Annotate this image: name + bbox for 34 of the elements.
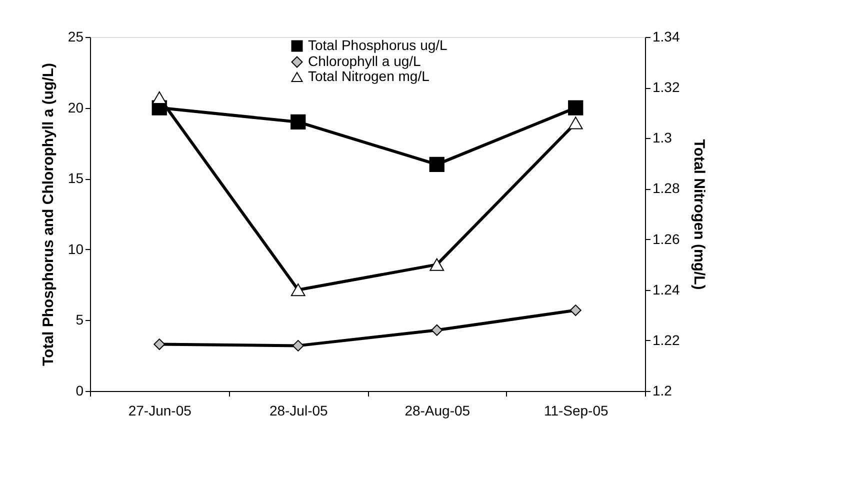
y2-tick-label: 1.24	[652, 281, 680, 298]
y2-tick-label: 1.2	[652, 382, 672, 398]
point	[429, 156, 444, 172]
y-tick-label: 0	[76, 382, 84, 398]
point	[570, 304, 582, 316]
legend-label: Total Phosphorus ug/L	[308, 37, 448, 53]
point	[154, 338, 166, 350]
y-axis-title: Total Phosphorus and Chlorophyll a (ug/L)	[40, 62, 57, 366]
point	[152, 91, 167, 104]
point	[431, 324, 443, 336]
point	[568, 116, 583, 130]
x-tick-label: 11-Sep-05	[544, 402, 609, 418]
y2-tick-label: 1.22	[652, 332, 680, 348]
point	[292, 340, 304, 352]
y-tick-label: 10	[68, 240, 84, 257]
y2-tick-label: 1.3	[652, 130, 672, 146]
point	[290, 114, 306, 130]
point	[568, 100, 584, 116]
x-tick-label: 28-Aug-05	[404, 402, 470, 418]
y2-tick-label: 1.26	[652, 230, 680, 247]
y-tick-label: 25	[68, 28, 84, 44]
y2-tick-label: 1.28	[652, 180, 680, 196]
x-tick-label: 27-Jun-05	[128, 402, 192, 418]
y-tick-label: 20	[68, 99, 84, 116]
legend-label: Total Nitrogen mg/L	[308, 68, 430, 84]
x-tick-label: 28-Jul-05	[269, 402, 328, 418]
y-tick-label: 15	[68, 170, 84, 186]
point	[290, 284, 306, 296]
y2-tick-label: 1.34	[652, 28, 680, 44]
legend-label: Chlorophyll a ug/L	[308, 53, 422, 69]
y2-tick-label: 1.32	[652, 79, 680, 96]
y2-axis-title: Total Nitrogen (mg/L)	[690, 139, 708, 290]
y-tick-label: 5	[76, 312, 84, 328]
point	[430, 258, 444, 271]
